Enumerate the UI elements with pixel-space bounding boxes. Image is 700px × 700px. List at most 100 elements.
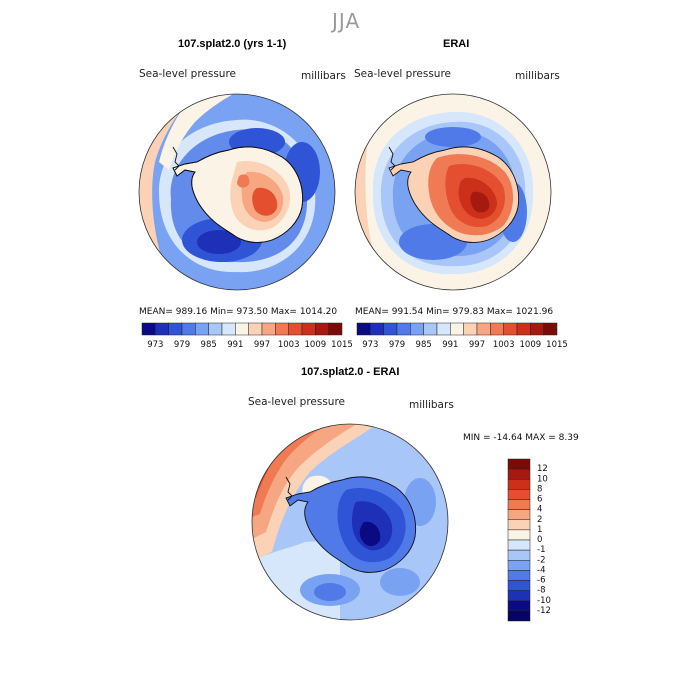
colorbar-obs-ticks: 973 979 985 991 997 1003 1009 1015: [362, 340, 568, 350]
colorbar-swatch: [507, 560, 531, 571]
colorbar-swatch: [168, 322, 183, 336]
colorbar-swatch: [507, 499, 531, 510]
polar-map-model: [138, 93, 336, 291]
colorbar-swatch: [370, 322, 384, 336]
panel-stats-diff: MIN = -14.64 MAX = 8.39: [463, 433, 579, 443]
colorbar-tick-label: 1015: [331, 340, 353, 350]
colorbar-tick-label: 2: [537, 515, 542, 525]
contour-shading: [197, 230, 241, 254]
colorbar-swatch: [423, 322, 438, 336]
contour-shading: [252, 187, 278, 216]
colorbar-swatch: [507, 539, 531, 551]
colorbar-swatch: [315, 322, 329, 336]
colorbar-tick-label: 973: [147, 340, 163, 350]
colorbar-tick-label: 979: [389, 340, 405, 350]
colorbar-swatch: [507, 549, 531, 561]
colorbar-swatch: [383, 322, 398, 336]
colorbar-swatch: [516, 322, 531, 336]
figure-title: JJA: [332, 9, 361, 33]
colorbar-tick-label: 1009: [520, 340, 542, 350]
colorbar-tick-label: 997: [254, 340, 270, 350]
contour-shading: [470, 191, 490, 213]
antarctica-coastline: [388, 146, 520, 243]
colorbar-swatch: [463, 322, 478, 336]
colorbar-tick-label: 1: [537, 525, 542, 535]
contour-shading: [425, 127, 481, 147]
colorbar-swatch: [507, 468, 531, 480]
colorbar-tick-label: 1015: [546, 340, 568, 350]
colorbar-tick-label: 997: [469, 340, 485, 350]
polar-map-diff: [251, 423, 449, 621]
colorbar-tick-label: -4: [537, 565, 545, 575]
colorbar-tick-label: 991: [442, 340, 458, 350]
map-boundary: [354, 93, 552, 291]
colorbar-swatch: [301, 322, 316, 336]
colorbar-swatch: [507, 580, 531, 591]
colorbar-swatch: [507, 489, 531, 500]
panel-variable-obs: Sea-level pressure: [354, 68, 452, 80]
panel-stats-obs: MEAN= 991.54 Min= 979.83 Max= 1021.96: [355, 307, 554, 317]
colorbar-swatch: [356, 322, 371, 336]
antarctica-coastline: [285, 476, 417, 573]
colorbar-tick-label: 4: [537, 505, 542, 515]
colorbar-swatch: [328, 322, 343, 336]
panel-title-model: 107.splat2.0 (yrs 1-1): [178, 38, 287, 50]
south-america-tip: [285, 476, 293, 501]
colorbar-tick-label: -2: [537, 555, 545, 565]
colorbar-tick-label: 985: [201, 340, 217, 350]
colorbar-swatch: [507, 458, 531, 470]
colorbar-tick-label: 985: [416, 340, 432, 350]
colorbar-tick-label: -10: [537, 596, 551, 606]
colorbar-swatch: [208, 322, 223, 336]
colorbar-tick-label: -12: [537, 606, 551, 616]
colorbar-swatch: [507, 570, 531, 581]
contour-shading: [314, 583, 346, 601]
colorbar-swatch: [221, 322, 236, 336]
panel-units-model: millibars: [301, 70, 346, 82]
colorbar-swatch: [450, 322, 464, 336]
colorbar-tick-label: 0: [537, 535, 542, 545]
colorbar-swatch: [476, 322, 491, 336]
colorbar-swatch: [507, 509, 531, 520]
colorbar-swatch: [507, 600, 531, 612]
colorbar-tick-label: 1003: [493, 340, 515, 350]
panel-units-obs: millibars: [515, 70, 560, 82]
colorbar-tick-label: 12: [537, 464, 548, 474]
south-america-tip: [388, 146, 396, 171]
colorbar-swatch: [507, 529, 531, 541]
colorbar-swatch: [507, 590, 531, 601]
colorbar-swatch: [410, 322, 424, 336]
contour-shading: [355, 94, 423, 290]
colorbar-swatch: [507, 479, 531, 490]
panel-units-diff: millibars: [409, 399, 454, 411]
colorbar-tick-label: 1009: [305, 340, 327, 350]
colorbar-model: [141, 322, 343, 336]
contour-shading: [380, 568, 420, 596]
colorbar-swatch: [490, 322, 504, 336]
colorbar-swatch: [141, 322, 156, 336]
colorbar-swatch: [261, 322, 276, 336]
panel-variable-diff: Sea-level pressure: [248, 396, 346, 408]
colorbar-swatch: [155, 322, 169, 336]
colorbar-swatch: [530, 322, 544, 336]
colorbar-swatch: [275, 322, 289, 336]
colorbar-tick-label: 979: [174, 340, 190, 350]
colorbar-swatch: [235, 322, 249, 336]
colorbar-tick-label: -6: [537, 576, 545, 586]
contour-shading: [237, 174, 250, 188]
colorbar-tick-label: 6: [537, 495, 542, 505]
colorbar-model-ticks: 973 979 985 991 997 1003 1009 1015: [147, 340, 353, 350]
polar-map-obs: [354, 93, 552, 291]
colorbar-tick-label: 10: [537, 474, 548, 484]
colorbar-tick-label: 1003: [278, 340, 300, 350]
contour-shading: [359, 521, 381, 546]
colorbar-swatch: [507, 519, 531, 531]
colorbar-swatch: [543, 322, 558, 336]
colorbar-tick-label: -8: [537, 586, 545, 596]
colorbar-swatch: [436, 322, 451, 336]
colorbar-tick-label: -1: [537, 545, 545, 555]
colorbar-tick-label: 991: [227, 340, 243, 350]
panel-stats-model: MEAN= 989.16 Min= 973.50 Max= 1014.20: [139, 307, 338, 317]
colorbar-swatch: [396, 322, 411, 336]
